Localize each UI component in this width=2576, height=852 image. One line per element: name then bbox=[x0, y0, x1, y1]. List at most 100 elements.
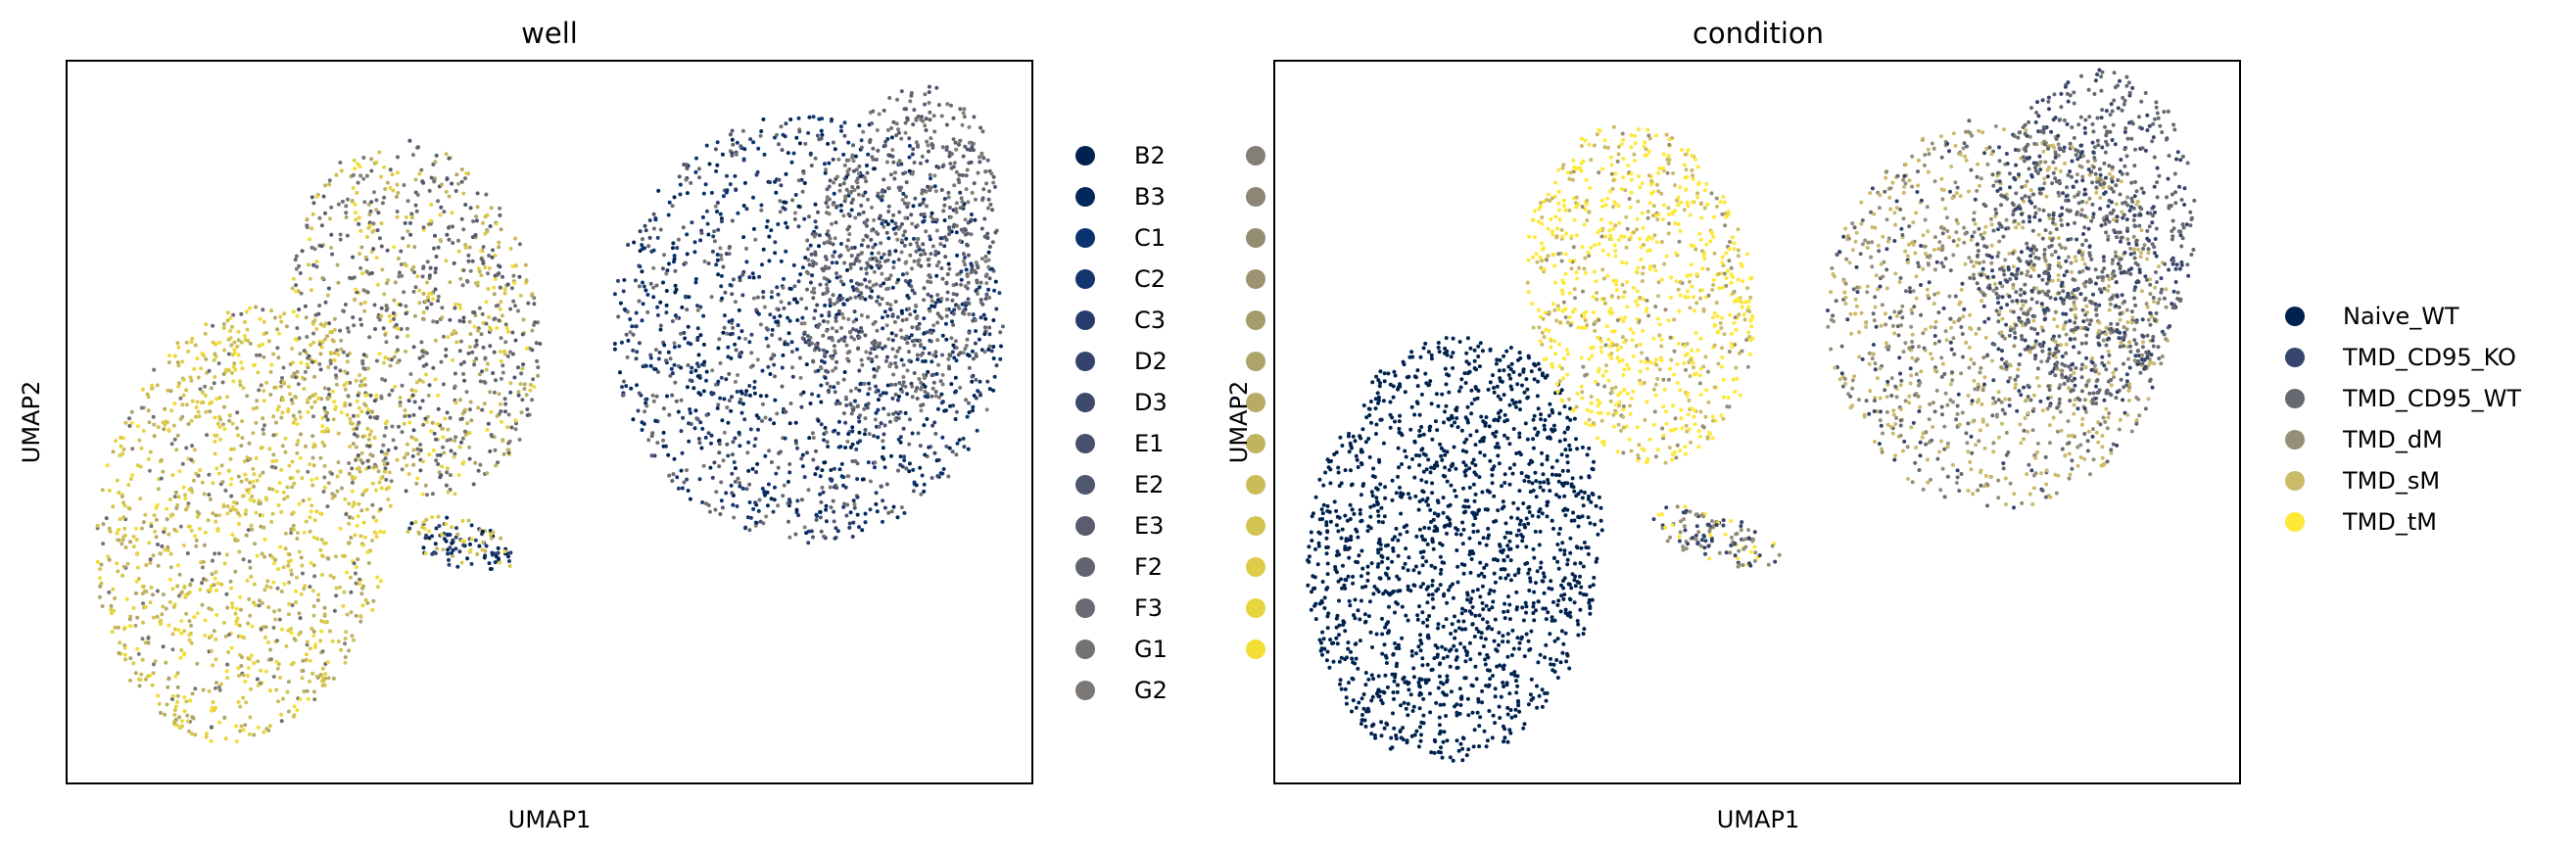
scatter-point bbox=[136, 424, 140, 429]
scatter-point bbox=[897, 381, 902, 385]
scatter-point bbox=[964, 173, 969, 178]
scatter-point bbox=[899, 357, 904, 362]
scatter-point bbox=[848, 510, 853, 515]
scatter-point bbox=[935, 338, 940, 343]
scatter-point bbox=[923, 358, 928, 363]
scatter-point bbox=[900, 198, 905, 203]
scatter-point bbox=[1592, 459, 1596, 464]
scatter-point bbox=[152, 422, 157, 427]
scatter-point bbox=[912, 236, 916, 241]
scatter-point bbox=[944, 337, 949, 342]
scatter-point bbox=[352, 561, 357, 566]
scatter-point bbox=[934, 85, 939, 90]
scatter-point bbox=[348, 402, 353, 407]
scatter-point bbox=[936, 298, 940, 303]
scatter-point bbox=[714, 168, 719, 173]
scatter-point bbox=[692, 240, 697, 245]
scatter-point bbox=[203, 618, 208, 623]
scatter-point bbox=[704, 412, 709, 417]
scatter-point bbox=[954, 452, 959, 457]
scatter-point bbox=[987, 344, 992, 349]
scatter-point bbox=[865, 164, 869, 167]
scatter-point bbox=[915, 325, 920, 329]
scatter-point bbox=[765, 218, 770, 223]
scatter-point bbox=[458, 306, 463, 310]
scatter-point bbox=[680, 486, 685, 491]
scatter-point bbox=[351, 315, 356, 320]
scatter-point bbox=[190, 399, 195, 403]
scatter-point bbox=[923, 389, 928, 394]
scatter-point bbox=[725, 442, 730, 447]
scatter-point bbox=[506, 329, 510, 334]
scatter-point bbox=[100, 604, 105, 608]
scatter-point bbox=[957, 438, 962, 443]
scatter-point bbox=[530, 293, 535, 298]
scatter-point bbox=[446, 551, 451, 556]
scatter-point bbox=[358, 265, 363, 270]
scatter-point bbox=[338, 232, 343, 237]
scatter-point bbox=[676, 409, 681, 414]
scatter-point bbox=[998, 330, 1003, 335]
scatter-point bbox=[1521, 618, 1526, 623]
scatter-point bbox=[731, 440, 736, 445]
scatter-point bbox=[676, 237, 681, 242]
scatter-point bbox=[374, 416, 379, 421]
scatter-point bbox=[459, 216, 464, 221]
scatter-point bbox=[1469, 388, 1474, 393]
scatter-point bbox=[910, 325, 915, 330]
scatter-point bbox=[913, 303, 918, 308]
scatter-point bbox=[1471, 523, 1476, 527]
scatter-point bbox=[192, 448, 197, 452]
scatter-point bbox=[152, 434, 157, 439]
scatter-point bbox=[733, 342, 738, 347]
scatter-point bbox=[395, 210, 400, 213]
scatter-point bbox=[750, 271, 755, 276]
scatter-point bbox=[842, 339, 847, 344]
scatter-point bbox=[211, 511, 215, 516]
scatter-point bbox=[421, 379, 425, 384]
scatter-point bbox=[741, 235, 746, 240]
scatter-point bbox=[875, 128, 880, 132]
scatter-point bbox=[275, 407, 280, 412]
scatter-point bbox=[895, 97, 899, 102]
scatter-point bbox=[1539, 560, 1544, 565]
scatter-point bbox=[963, 232, 968, 237]
scatter-point bbox=[111, 450, 116, 454]
scatter-point bbox=[969, 232, 974, 237]
scatter-point bbox=[789, 350, 794, 355]
scatter-point bbox=[1578, 561, 1583, 565]
scatter-point bbox=[312, 247, 317, 252]
scatter-point bbox=[850, 155, 855, 160]
scatter-point bbox=[1594, 559, 1598, 564]
scatter-point bbox=[828, 178, 833, 183]
scatter-point bbox=[883, 139, 888, 144]
scatter-point bbox=[952, 161, 957, 166]
scatter-point bbox=[475, 552, 480, 556]
scatter-point bbox=[345, 233, 350, 238]
scatter-point bbox=[287, 601, 292, 606]
scatter-point bbox=[362, 300, 367, 305]
scatter-point bbox=[716, 272, 721, 277]
scatter-point bbox=[812, 286, 816, 291]
scatter-point bbox=[882, 406, 886, 411]
scatter-point bbox=[296, 382, 301, 387]
scatter-point bbox=[667, 261, 671, 266]
scatter-point bbox=[433, 266, 438, 271]
scatter-point bbox=[797, 355, 802, 360]
scatter-point bbox=[99, 562, 104, 567]
scatter-point bbox=[978, 125, 983, 130]
scatter-point bbox=[189, 418, 194, 423]
scatter-point bbox=[1540, 450, 1544, 455]
legend-marker bbox=[1075, 187, 1095, 207]
scatter-point bbox=[899, 136, 904, 141]
scatter-point bbox=[863, 190, 868, 195]
scatter-point bbox=[747, 500, 752, 504]
scatter-point bbox=[1517, 351, 1522, 355]
scatter-point bbox=[904, 466, 909, 471]
scatter-point bbox=[719, 284, 724, 289]
scatter-point bbox=[421, 317, 426, 321]
scatter-point bbox=[671, 246, 675, 251]
scatter-point bbox=[929, 280, 933, 285]
scatter-point bbox=[231, 504, 235, 509]
scatter-point bbox=[1479, 636, 1484, 640]
